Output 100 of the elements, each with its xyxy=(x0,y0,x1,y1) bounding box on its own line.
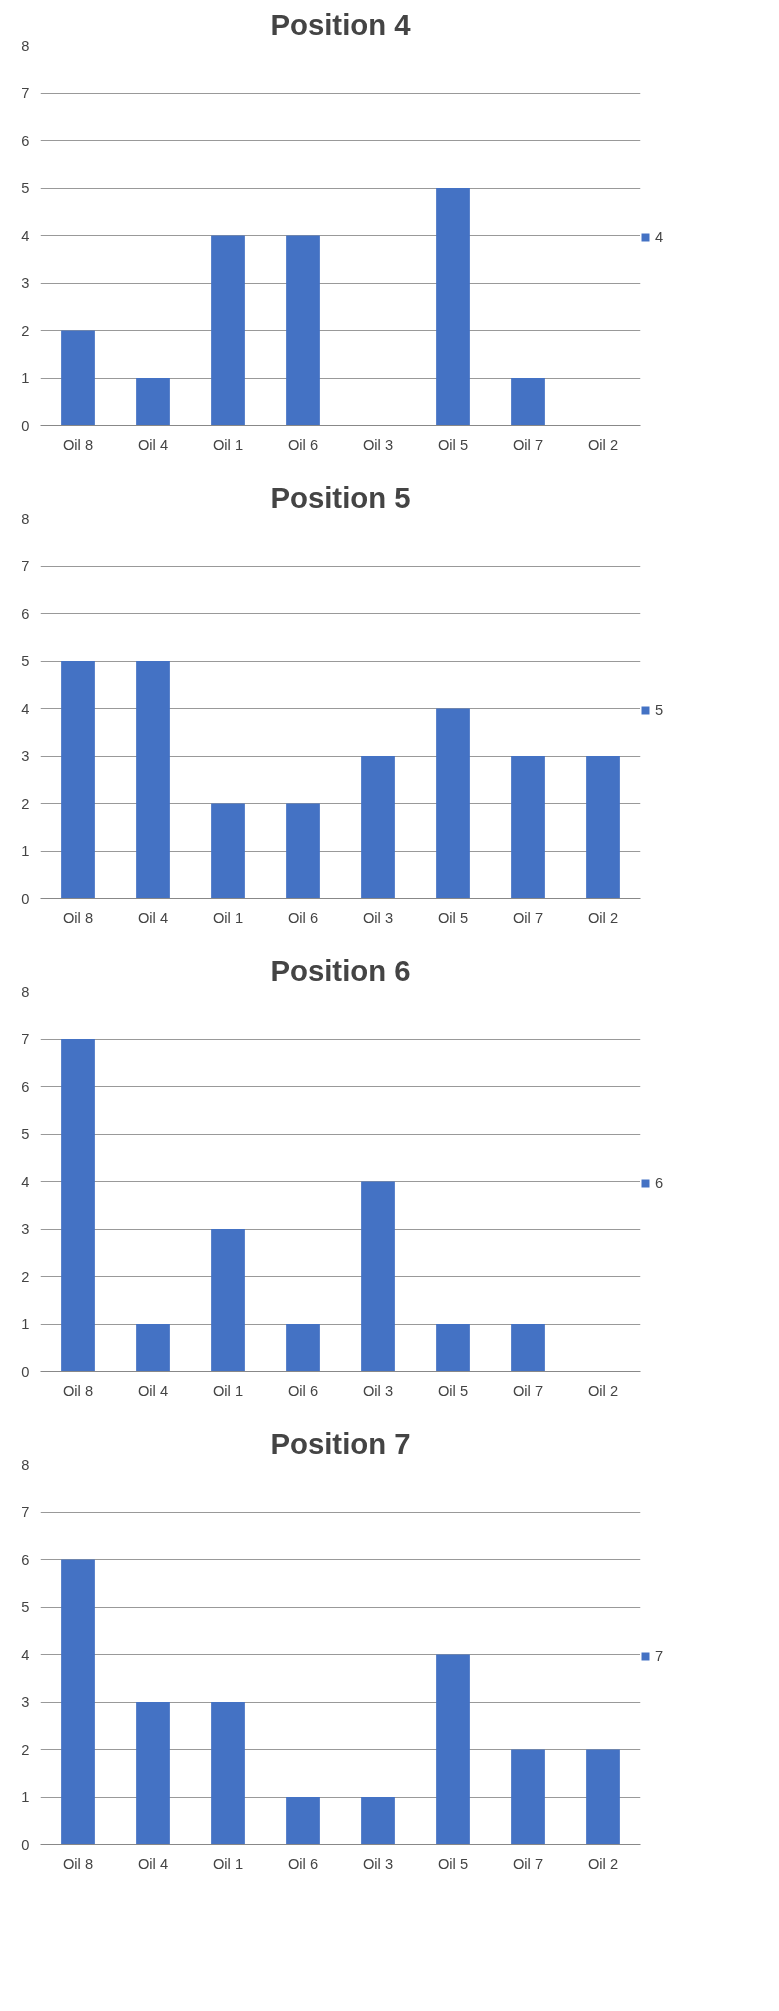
y-tick-label: 5 xyxy=(21,1599,30,1615)
bar xyxy=(436,1324,470,1372)
x-tick-label: Oil 8 xyxy=(62,909,94,926)
bar xyxy=(511,1324,545,1372)
y-tick-label: 0 xyxy=(21,1836,30,1853)
y-tick-label: 7 xyxy=(21,558,30,574)
x-tick-label: Oil 1 xyxy=(212,436,244,453)
y-tick-label: 8 xyxy=(21,510,30,527)
y-tick-label: 6 xyxy=(21,132,30,149)
y-tick-label: 3 xyxy=(21,748,30,764)
y-tick-label: 6 xyxy=(21,1078,30,1095)
y-tick-label: 7 xyxy=(21,85,30,101)
bar xyxy=(136,661,170,899)
x-tick-label: Oil 8 xyxy=(62,436,94,453)
y-tick-label: 7 xyxy=(21,1031,30,1047)
bar xyxy=(361,1181,395,1372)
bar xyxy=(136,1324,170,1372)
bar xyxy=(136,378,170,426)
bar xyxy=(211,1229,245,1372)
bar xyxy=(61,1039,95,1372)
bar xyxy=(436,188,470,426)
bar xyxy=(436,1654,470,1845)
x-tick-label: Oil 6 xyxy=(287,909,319,926)
bar xyxy=(211,1702,245,1845)
x-tick-label: Oil 7 xyxy=(512,1855,544,1872)
x-tick-label: Oil 8 xyxy=(62,1855,94,1872)
x-tick-label: Oil 5 xyxy=(437,436,469,453)
y-tick-label: 3 xyxy=(21,275,30,291)
x-tick-label: Oil 6 xyxy=(287,1382,319,1399)
x-tick-label: Oil 4 xyxy=(137,1855,169,1872)
x-tick-label: Oil 1 xyxy=(212,1855,244,1872)
bar xyxy=(286,803,320,899)
y-tick-label: 5 xyxy=(21,1126,30,1142)
x-tick-label: Oil 2 xyxy=(587,909,619,926)
x-tick-label: Oil 1 xyxy=(212,1382,244,1399)
legend-label: 7 xyxy=(655,1648,665,1664)
bar xyxy=(586,1749,620,1845)
bar xyxy=(286,1797,320,1845)
y-tick-label: 8 xyxy=(21,983,30,1000)
legend-label: 6 xyxy=(655,1175,665,1191)
bar xyxy=(211,235,245,426)
chart-title: Position 6 xyxy=(270,953,411,987)
y-tick-label: 1 xyxy=(21,843,30,859)
bar xyxy=(61,661,95,899)
y-tick-label: 4 xyxy=(21,1646,30,1663)
y-tick-label: 3 xyxy=(21,1221,30,1237)
y-tick-label: 6 xyxy=(21,1551,30,1568)
x-tick-label: Oil 8 xyxy=(62,1382,94,1399)
y-tick-label: 1 xyxy=(21,1789,30,1805)
x-tick-label: Oil 2 xyxy=(587,1382,619,1399)
bar xyxy=(211,803,245,899)
x-tick-label: Oil 6 xyxy=(287,436,319,453)
y-tick-label: 2 xyxy=(21,1268,30,1285)
x-tick-label: Oil 5 xyxy=(437,1855,469,1872)
x-tick-label: Oil 4 xyxy=(137,436,169,453)
y-tick-label: 5 xyxy=(21,653,30,669)
x-tick-label: Oil 7 xyxy=(512,909,544,926)
x-tick-label: Oil 5 xyxy=(437,1382,469,1399)
bar xyxy=(511,1749,545,1845)
bar xyxy=(511,378,545,426)
bar xyxy=(361,1797,395,1845)
bar xyxy=(136,1702,170,1845)
bar xyxy=(61,330,95,426)
y-tick-label: 3 xyxy=(21,1694,30,1710)
x-tick-label: Oil 3 xyxy=(362,909,394,926)
y-tick-label: 7 xyxy=(21,1504,30,1520)
x-tick-label: Oil 6 xyxy=(287,1855,319,1872)
x-tick-label: Oil 2 xyxy=(587,436,619,453)
y-tick-label: 1 xyxy=(21,370,30,386)
bar xyxy=(286,1324,320,1372)
y-tick-label: 8 xyxy=(21,1456,30,1473)
x-tick-label: Oil 2 xyxy=(587,1855,619,1872)
y-tick-label: 0 xyxy=(21,890,30,907)
x-tick-label: Oil 4 xyxy=(137,1382,169,1399)
x-tick-label: Oil 3 xyxy=(362,1855,394,1872)
bar xyxy=(361,756,395,899)
x-tick-label: Oil 5 xyxy=(437,909,469,926)
x-tick-label: Oil 3 xyxy=(362,1382,394,1399)
y-tick-label: 5 xyxy=(21,180,30,196)
chart-title: Position 4 xyxy=(270,7,412,41)
chart-title: Position 5 xyxy=(270,480,411,514)
y-tick-label: 0 xyxy=(21,417,30,434)
x-tick-label: Oil 7 xyxy=(512,1382,544,1399)
y-tick-label: 2 xyxy=(21,1741,30,1758)
y-tick-label: 4 xyxy=(21,227,30,244)
x-tick-label: Oil 1 xyxy=(212,909,244,926)
bar xyxy=(61,1559,95,1845)
bar xyxy=(586,756,620,899)
y-tick-label: 4 xyxy=(21,700,30,717)
x-tick-label: Oil 3 xyxy=(362,436,394,453)
y-tick-label: 1 xyxy=(21,1316,30,1332)
y-tick-label: 4 xyxy=(21,1173,30,1190)
x-tick-label: Oil 7 xyxy=(512,436,544,453)
y-tick-label: 8 xyxy=(21,37,30,54)
y-tick-label: 6 xyxy=(21,605,30,622)
bar xyxy=(511,756,545,899)
chart-title: Position 7 xyxy=(270,1426,411,1460)
bar xyxy=(436,708,470,899)
x-tick-label: Oil 4 xyxy=(137,909,169,926)
y-tick-label: 2 xyxy=(21,322,30,339)
